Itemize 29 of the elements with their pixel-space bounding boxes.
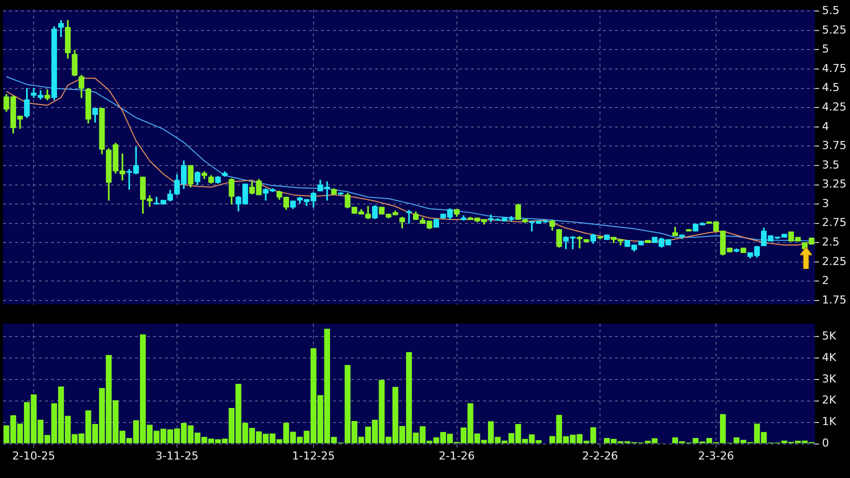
y-tick-label: 3.5 [822,158,840,172]
y-tick-label: 2.25 [822,254,846,268]
x-tick-label: 2-2-26 [582,449,618,462]
y-tick-label: 4.75 [822,62,846,75]
y-tick-label: 3.25 [822,178,846,191]
x-tick-label: 2-1-26 [438,449,475,462]
y-tick-label: 2.5 [822,236,840,249]
y-tick-label: 3K [822,372,837,386]
y-tick-label: 5.5 [822,4,840,18]
x-tick-label: 3-11-25 [156,449,198,462]
y-tick-label: 3 [822,196,829,210]
y-tick-label: 4.5 [822,81,840,94]
y-tick-label: 4K [822,350,837,364]
x-tick-label: 1-12-25 [292,449,335,462]
y-tick-label: 5K [822,329,837,342]
y-tick-label: 0 [822,436,829,450]
y-tick-label: 5.25 [822,23,846,36]
y-tick-label: 3.75 [822,139,846,152]
y-tick-label: 1K [822,415,837,428]
y-tick-label: 5 [822,42,829,56]
y-tick-label: 4 [822,120,829,133]
x-tick-label: 2-10-25 [12,449,56,462]
y-tick-label: 1.75 [822,293,846,306]
candlestick [406,210,412,224]
x-tick-label: 2-3-26 [698,449,734,462]
y-tick-label: 2K [822,394,837,407]
y-tick-label: 4.25 [822,100,846,114]
y-tick-label: 2.75 [822,216,846,230]
y-tick-label: 2 [822,274,829,288]
